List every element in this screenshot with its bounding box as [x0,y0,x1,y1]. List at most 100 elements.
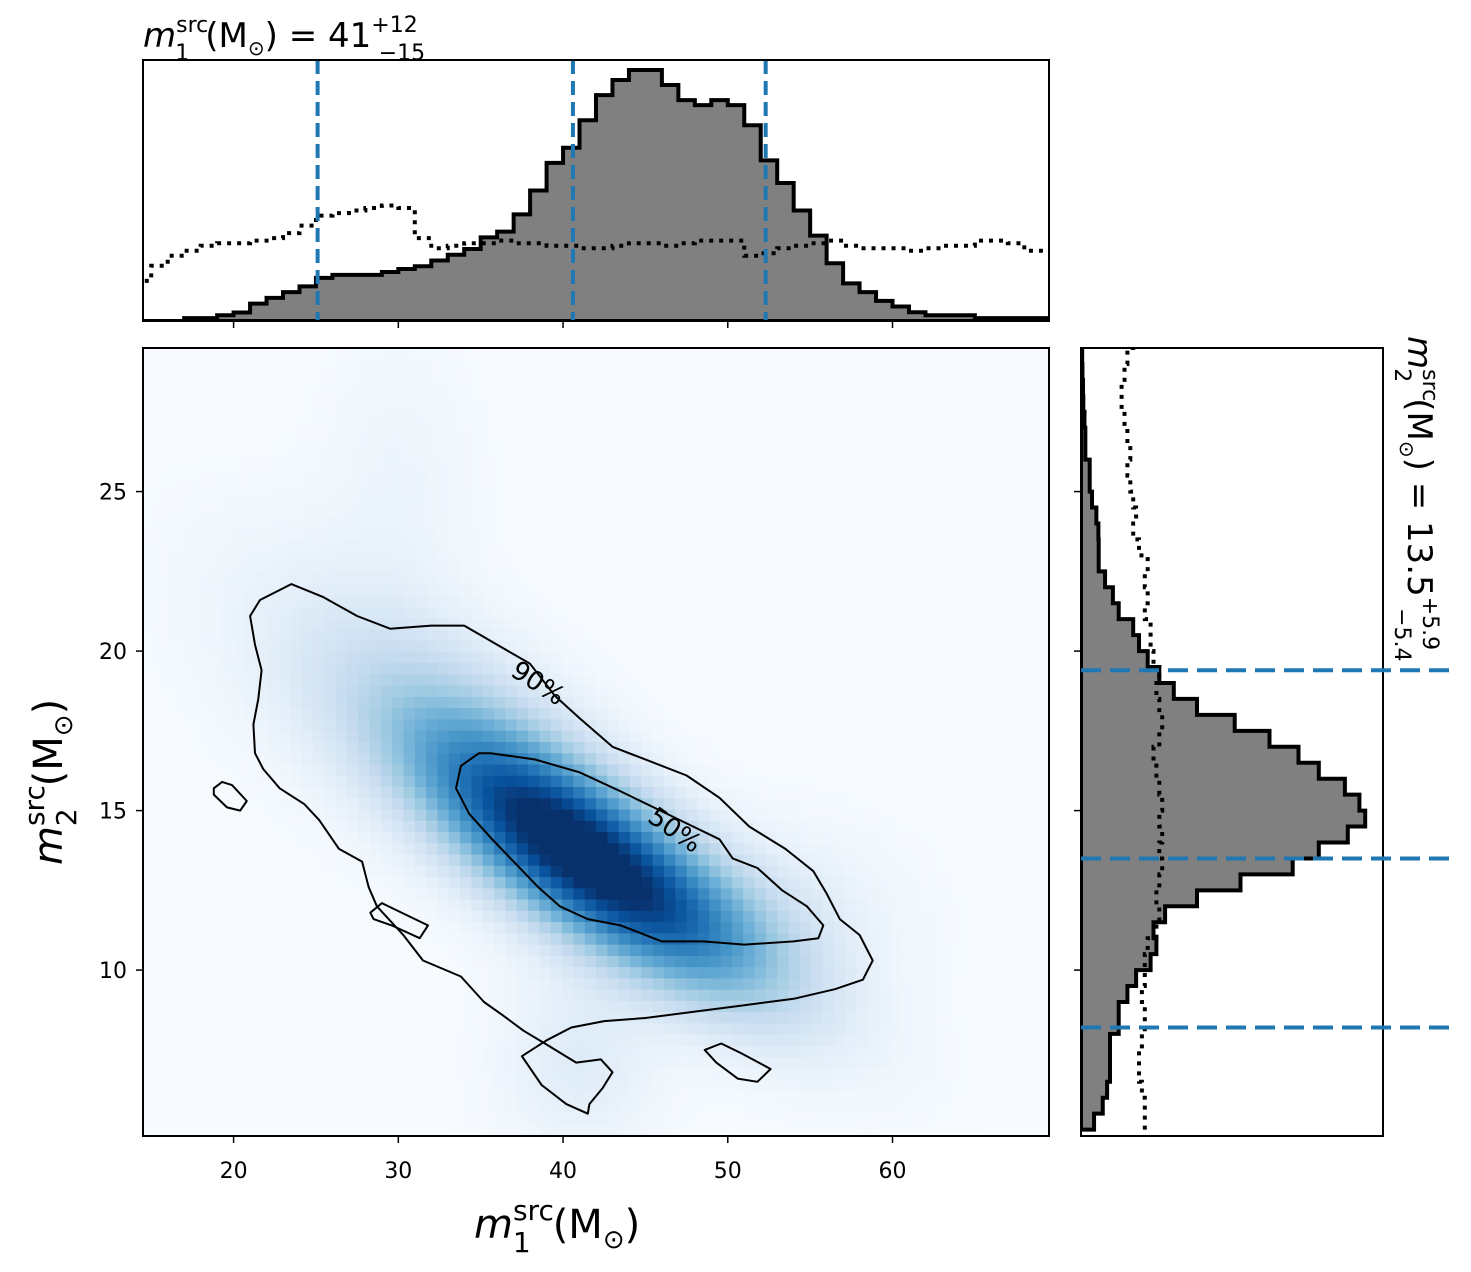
density-cell [448,1034,461,1047]
density-cell [754,1124,767,1136]
density-cell [675,1068,688,1081]
density-cell [324,505,337,518]
density-cell [856,944,869,957]
density-cell [154,561,167,574]
density-cell [403,685,416,698]
density-cell [822,1034,835,1047]
density-cell [437,967,450,979]
density-cell [958,1000,971,1013]
density-cell [890,922,903,934]
density-cell [460,1045,473,1058]
density-cell [596,854,608,867]
density-cell [244,820,257,833]
density-cell [437,651,450,664]
density-cell [482,651,495,664]
density-cell [448,393,461,405]
density-cell [358,640,371,653]
density-cell [414,640,427,653]
density-cell [346,764,359,777]
density-cell [154,539,167,552]
density-cell [369,685,382,698]
density-cell [641,1068,654,1081]
density-cell [358,708,371,721]
density-cell [765,1090,778,1103]
density-cell [324,663,337,676]
density-cell [346,415,359,428]
density-cell [697,775,710,788]
density-cell [358,843,371,856]
density-cell [369,742,382,754]
density-cell [335,584,348,597]
density-cell [471,922,484,934]
density-cell [494,944,506,957]
density-cell [437,753,450,766]
density-cell [935,1045,948,1058]
density-cell [278,539,291,552]
density-cell [165,730,178,743]
density-cell [482,561,495,574]
density-cell [935,1102,948,1115]
density-cell [335,573,348,585]
density-cell [562,719,574,732]
density-cell [233,483,246,495]
density-cell [494,798,506,811]
density-cell [607,1068,620,1081]
density-cell [267,561,280,574]
density-cell [460,843,473,856]
density-cell [856,922,869,934]
density-cell [562,730,574,743]
density-cell [765,843,778,856]
density-cell [403,865,416,878]
density-cell [143,438,155,450]
density-cell [833,865,846,878]
density-cell [697,809,710,822]
density-cell [222,798,235,811]
density-cell [528,730,540,743]
density-cell [550,809,563,822]
density-cell [335,685,348,698]
density-cell [629,719,642,732]
density-cell [267,595,280,608]
density-cell [199,438,212,450]
density-cell [301,415,314,428]
density-cell [154,640,167,653]
density-cell [494,1124,506,1136]
density-cell [550,595,563,608]
density-cell [414,584,427,597]
density-cell [482,1023,495,1036]
density-cell [482,899,495,912]
density-cell [505,528,518,540]
density-cell [392,494,405,507]
density-cell [165,742,178,754]
density-cell [584,933,597,946]
density-cell [652,719,665,732]
density-cell [788,798,801,811]
density-cell [697,899,710,912]
density-cell [267,483,280,495]
density-cell [324,471,337,484]
density-cell [629,989,642,1002]
density-cell [437,674,450,687]
density-cell [426,370,439,383]
density-cell [256,528,269,540]
density-cell [663,1000,676,1013]
density-cell [278,505,291,518]
density-cell [460,483,473,495]
density-cell [573,696,586,709]
density-cell [562,798,574,811]
density-cell [301,832,314,844]
density-cell [618,1023,631,1036]
density-cell [629,899,642,912]
density-cell [324,426,337,439]
density-cell [482,539,495,552]
density-cell [380,832,393,844]
density-cell [913,1012,926,1025]
density-cell [414,595,427,608]
density-cell [267,606,280,619]
density-cell [777,832,790,844]
density-cell [448,494,461,507]
density-cell [494,483,506,495]
density-cell [256,595,269,608]
density-cell [516,967,529,979]
